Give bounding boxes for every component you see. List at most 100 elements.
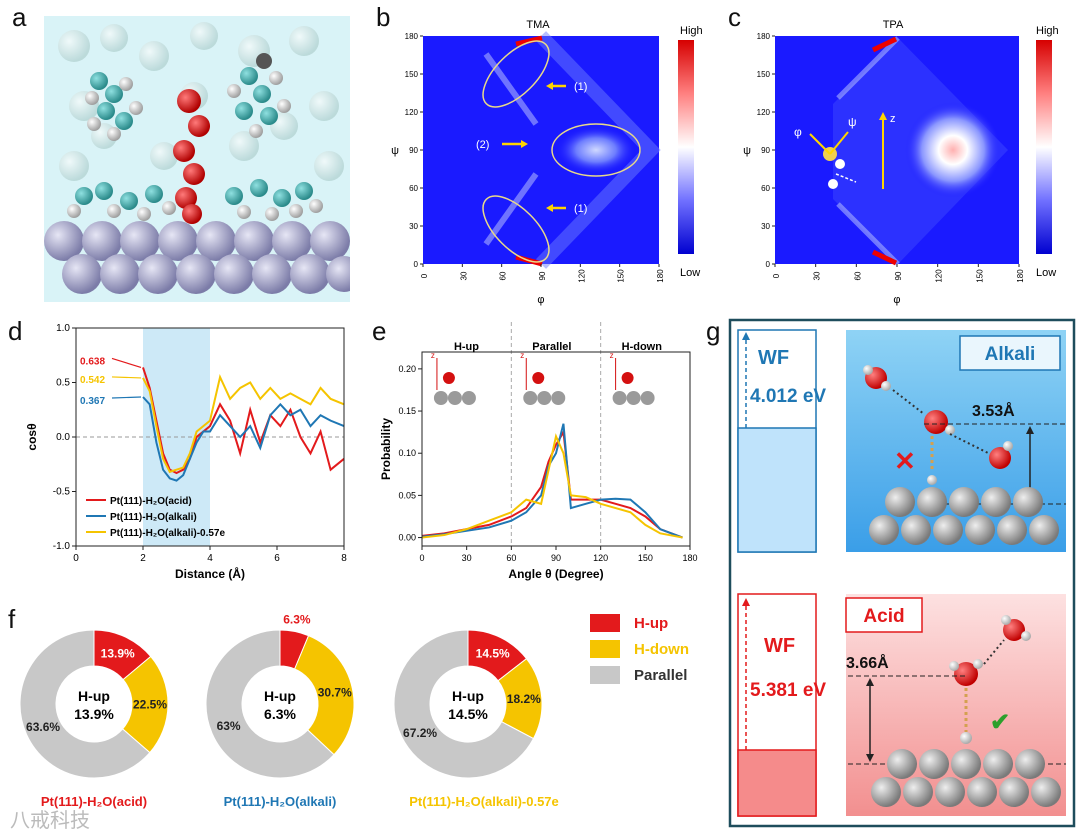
y-tick-label: 150 [757,70,771,79]
series-line-2 [142,373,345,474]
tma-annotation-2: (2) [476,139,489,151]
x-axis-label: Angle θ (Degree) [508,567,603,581]
y-tick-label: 0 [766,260,771,269]
y-tick-label: -1.0 [53,541,71,552]
tma-colorbar-high: High [680,25,703,37]
y-tick-label: 0.15 [398,406,416,416]
tpa-z-axis-arrow [879,112,887,189]
cation-left [85,72,143,141]
y-tick-label: 180 [757,32,771,41]
tma-xlabel: φ [537,294,544,306]
y-tick-label: 0 [414,260,419,269]
x-tick-label: 4 [207,553,213,564]
series-line-0 [142,367,345,475]
y-tick-label: 120 [757,108,771,117]
donut-slice-label: 22.5% [133,698,167,712]
z-axis-letter: z [610,351,614,360]
pt-atom [612,391,627,405]
x-tick-label: 180 [656,269,665,283]
series-line-2 [421,433,683,539]
alkali-title-box [959,335,1061,371]
donut-legend: H-up H-down Parallel [590,614,689,684]
donut-caption: Pt(111)-H₂O(alkali)-0.57e [409,794,559,809]
alkali-wf-label: WF [758,347,789,369]
pt-atom [433,391,448,405]
donut-center-value: 13.9% [74,706,114,722]
y-tick-label: 30 [409,222,418,231]
donut-slice-parallel [20,629,151,779]
x-tick-label: 150 [617,269,626,283]
donut-slice-label: 6.3% [283,613,311,627]
donut-center-title: H-up [452,688,484,704]
donut-slice-label: 14.5% [476,647,510,661]
panel-label-f: f [8,604,16,634]
legend-label: Parallel [634,667,687,684]
x-tick-label: 0 [420,273,429,278]
y-tick-label: 90 [761,146,770,155]
x-tick-label: 90 [551,553,561,563]
alkali-wf-bar [737,329,817,553]
x-tick-label: 30 [813,271,822,280]
alkali-cross-icon: ✕ [894,446,916,476]
pt-atom [551,391,566,405]
tpa-ylabel: ψ [743,145,751,157]
acid-title: Acid [863,606,904,627]
x-tick-label: 60 [853,271,862,280]
legend-label: Pt(111)-H₂O(acid) [110,496,192,507]
start-label-alkali-057e: 0.542 [80,375,105,386]
tma-annotation-1-bottom: (1) [574,203,587,215]
donut-slice-label: 30.7% [318,685,352,699]
tpa-y-ticks: 0 30 60 90 120 150 180 [757,32,775,269]
tma-diamond-band [483,31,661,269]
oxygen-atom [621,372,634,384]
x-axis-label: Distance (Å) [175,566,245,581]
donut-slice-h-down [293,635,355,756]
x-tick-label: 120 [577,269,586,283]
pt-atom [447,391,462,405]
y-tick-label: 120 [405,108,419,117]
x-tick-label: 0 [73,553,79,564]
tma-ellipse-1-top [482,40,550,108]
series-line-1 [142,396,345,482]
x-tick-label: 60 [506,553,516,563]
tpa-xlabel: φ [893,294,900,306]
panel-label-g: g [706,316,721,346]
pt-atom [640,391,655,405]
y-tick-label: 0.20 [398,364,416,374]
x-tick-label: 90 [538,271,547,280]
alkali-title: Alkali [985,344,1036,365]
x-tick-label: 8 [341,553,347,564]
probability-chart: 0 30 60 90 120 150 180 0.00 0.05 0.10 0.15 0.20 H-u… [379,322,698,581]
alkali-pt-surface [869,487,1059,545]
tma-hotspot-top [515,35,543,47]
tma-title: TMA [526,19,550,31]
legend-label: Pt(111)-H₂O(alkali)-0.57e [110,528,225,539]
start-label-alkali: 0.367 [80,396,105,407]
orientation-donuts: 13.9% 22.5% 63.6% H-up 13.9% Pt(111)-H₂O(acid… [20,613,689,809]
region-parallel: Parallel [532,341,571,353]
tma-region-2-density [556,126,636,174]
pt-atom [523,391,538,405]
pt-atom [626,391,641,405]
pt-slab [44,221,350,294]
y-axis-label: Probability [379,418,393,480]
orientation-region-labels: H-up Parallel H-down [454,341,662,353]
tpa-heatmap-panel: TPA φ ψ z 0 30 60 90 120 150 180 0 30 60 90 120 150… [743,19,1059,306]
tma-arrow-1-top [546,82,566,90]
x-tick-label: 0 [772,273,781,278]
y-tick-label: 90 [409,146,418,155]
tma-colorbar-low: Low [680,267,700,279]
tpa-molecule-inset [809,131,857,189]
x-tick-label: 60 [499,271,508,280]
y-tick-label: 60 [761,184,770,193]
donut-slice-label: 63% [217,719,241,733]
y-tick-label: 0.10 [398,448,416,458]
pt-atom [461,391,476,405]
x-tick-label: 30 [459,271,468,280]
y-tick-label: 0.0 [56,432,70,443]
water-chain [173,89,210,224]
x-tick-label: 180 [1016,269,1025,283]
legend-swatch-parallel [590,666,620,684]
y-tick-label: -0.5 [53,487,71,498]
